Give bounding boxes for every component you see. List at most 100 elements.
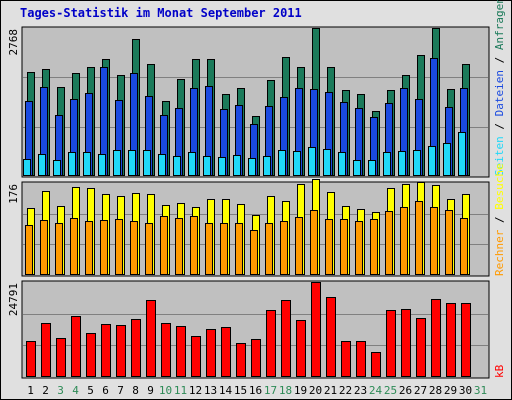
bar-kb-day-30 — [461, 303, 471, 377]
day-label-16: 16 — [249, 384, 262, 397]
bar-seiten-day-27 — [413, 150, 421, 176]
bar-rechner-day-24 — [370, 219, 378, 275]
bar-seiten-day-12 — [188, 152, 196, 176]
bars — [23, 28, 471, 377]
bar-kb-day-7 — [116, 325, 126, 377]
bar-kb-day-29 — [446, 303, 456, 377]
bar-kb-day-25 — [386, 310, 396, 377]
bar-rechner-day-1 — [25, 225, 33, 275]
day-label-7: 7 — [117, 384, 124, 397]
day-label-24: 24 — [369, 384, 383, 397]
bar-seiten-day-25 — [383, 152, 391, 176]
bar-seiten-day-19 — [293, 151, 301, 176]
bar-seiten-day-11 — [173, 156, 181, 176]
bar-kb-day-1 — [26, 341, 36, 377]
bar-rechner-day-16 — [250, 230, 258, 275]
bar-rechner-day-27 — [415, 201, 423, 275]
bar-kb-day-16 — [251, 339, 261, 377]
day-label-11: 11 — [174, 384, 187, 397]
bar-seiten-day-23 — [353, 160, 361, 176]
bar-seiten-day-26 — [398, 151, 406, 176]
bar-kb-day-26 — [401, 309, 411, 377]
legend-separator-1: / — [493, 123, 506, 130]
day-label-10: 10 — [159, 384, 172, 397]
legend-top: Seiten / Dateien / Anfragen — [493, 0, 506, 176]
bar-rechner-day-2 — [40, 220, 48, 275]
bar-seiten-day-9 — [143, 150, 151, 176]
bar-kb-day-3 — [56, 338, 66, 377]
bar-seiten-day-22 — [338, 152, 346, 176]
bar-seiten-day-5 — [83, 152, 91, 176]
day-label-9: 9 — [147, 384, 154, 397]
day-label-23: 23 — [354, 384, 367, 397]
bar-kb-day-18 — [281, 300, 291, 377]
day-label-2: 2 — [42, 384, 49, 397]
bar-seiten-day-6 — [98, 154, 106, 176]
bar-kb-day-5 — [86, 333, 96, 377]
bar-kb-day-17 — [266, 310, 276, 377]
day-label-19: 19 — [294, 384, 307, 397]
ymax-label-top: 2768 — [7, 29, 20, 56]
day-label-29: 29 — [444, 384, 457, 397]
legend-rechner: Rechner — [493, 229, 506, 276]
day-label-21: 21 — [324, 384, 337, 397]
bar-kb-day-11 — [176, 326, 186, 377]
bar-rechner-day-14 — [220, 223, 228, 275]
bar-rechner-day-21 — [325, 219, 333, 275]
bar-seiten-day-2 — [38, 154, 46, 176]
bar-rechner-day-19 — [295, 217, 303, 275]
bar-rechner-day-18 — [280, 221, 288, 275]
bar-seiten-day-28 — [428, 146, 436, 176]
legend-middle: Rechner / Besuche — [493, 163, 506, 276]
bar-seiten-day-20 — [308, 147, 316, 176]
legend-separator-3: / — [493, 216, 506, 223]
legend-kb: kB — [493, 364, 506, 378]
legend-anfragen: Anfragen — [493, 0, 506, 50]
day-label-17: 17 — [264, 384, 277, 397]
bar-kb-day-9 — [146, 300, 156, 377]
bar-rechner-day-23 — [355, 221, 363, 275]
bar-kb-day-12 — [191, 336, 201, 377]
ymax-label-bottom: 24791 — [7, 283, 20, 316]
bar-seiten-day-8 — [128, 150, 136, 176]
bar-kb-day-19 — [296, 320, 306, 377]
bar-rechner-day-7 — [115, 219, 123, 275]
bar-rechner-day-10 — [160, 216, 168, 275]
day-labels: 1 2 3 4 5 6 7 8 9 10 11 12 13 14 15 16 17 18 19 20 21 22 23 24 2… — [27, 384, 487, 397]
bar-kb-day-14 — [221, 327, 231, 377]
chart-title: Tages-Statistik im Monat September 2011 — [20, 6, 302, 20]
bar-rechner-day-22 — [340, 219, 348, 275]
day-label-3: 3 — [57, 384, 64, 397]
bar-seiten-day-10 — [158, 154, 166, 176]
bar-seiten-day-3 — [53, 160, 61, 176]
legend-besuche: Besuche — [493, 163, 506, 209]
bar-rechner-day-13 — [205, 223, 213, 275]
bar-rechner-day-11 — [175, 218, 183, 275]
bar-seiten-day-18 — [278, 150, 286, 176]
day-label-28: 28 — [429, 384, 442, 397]
bar-kb-day-20 — [311, 282, 321, 377]
day-label-14: 14 — [219, 384, 233, 397]
bar-kb-day-10 — [161, 323, 171, 377]
bar-seiten-day-15 — [233, 155, 241, 176]
bar-rechner-day-28 — [430, 207, 438, 275]
day-label-31: 31 — [474, 384, 487, 397]
day-label-25: 25 — [384, 384, 397, 397]
bar-kb-day-2 — [41, 323, 51, 377]
bar-kb-day-6 — [101, 324, 111, 377]
day-label-5: 5 — [87, 384, 94, 397]
bar-seiten-day-1 — [23, 159, 31, 176]
bar-kb-day-21 — [326, 297, 336, 377]
bar-rechner-day-5 — [85, 221, 93, 275]
day-label-20: 20 — [309, 384, 322, 397]
legend-dateien: Dateien — [493, 70, 506, 116]
bar-rechner-day-30 — [460, 218, 468, 275]
bar-rechner-day-8 — [130, 221, 138, 275]
day-label-13: 13 — [204, 384, 217, 397]
bar-seiten-day-4 — [68, 152, 76, 176]
bar-rechner-day-4 — [70, 218, 78, 275]
day-label-4: 4 — [72, 384, 79, 397]
day-label-8: 8 — [132, 384, 139, 397]
ymax-label-middle: 176 — [7, 184, 20, 204]
day-label-18: 18 — [279, 384, 292, 397]
